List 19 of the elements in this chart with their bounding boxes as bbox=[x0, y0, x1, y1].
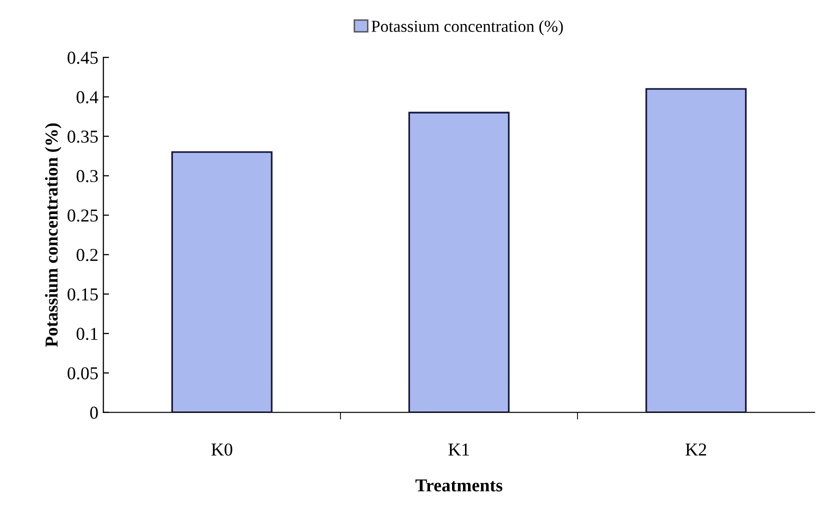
x-axis-title: Treatments bbox=[415, 479, 502, 492]
y-tick-label: 0.4 bbox=[76, 91, 98, 104]
y-tick-label: 0.45 bbox=[68, 52, 98, 64]
y-tick-label: 0.25 bbox=[68, 209, 98, 222]
x-tick-label: K1 bbox=[448, 444, 469, 456]
y-tick-label: 0.3 bbox=[76, 170, 98, 182]
bar bbox=[645, 88, 747, 412]
x-tick-label: K0 bbox=[211, 443, 232, 456]
y-tick-label: 0.15 bbox=[68, 288, 98, 301]
x-tick-label: K2 bbox=[686, 444, 706, 456]
bar bbox=[171, 151, 273, 412]
y-tick-label: 0.1 bbox=[76, 328, 98, 340]
y-tick-label: 0.2 bbox=[76, 248, 98, 262]
y-tick-label: 0.35 bbox=[68, 130, 98, 143]
y-tick-label: 0 bbox=[90, 406, 98, 419]
bar bbox=[408, 112, 510, 412]
y-tick-label: 0.05 bbox=[68, 367, 98, 380]
y-axis-title: Potassium concentration (%) bbox=[44, 123, 62, 347]
legend-label: Potassium concentration (%) bbox=[372, 20, 563, 36]
